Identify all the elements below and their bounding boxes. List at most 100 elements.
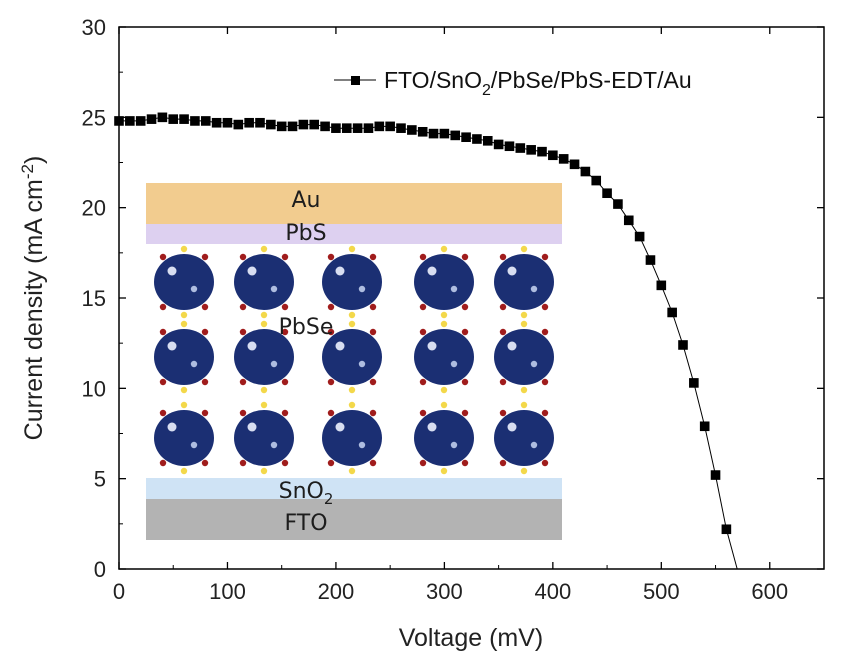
ligand-red	[461, 409, 469, 417]
qd-highlight-small	[270, 360, 278, 368]
data-point	[287, 121, 298, 132]
data-point	[211, 117, 222, 128]
ligand-red	[201, 459, 209, 467]
y-tick-label: 25	[82, 105, 106, 130]
data-point	[623, 215, 634, 226]
qd-highlight	[335, 266, 345, 276]
ligand-red	[369, 378, 377, 386]
qd-highlight	[247, 422, 257, 432]
data-point	[374, 121, 385, 132]
ligand-yellow	[440, 467, 448, 475]
ligand-yellow	[520, 311, 528, 319]
ligand-red	[419, 253, 427, 261]
ligand-yellow	[440, 401, 448, 409]
ligand-red	[499, 459, 507, 467]
ligand-yellow	[348, 311, 356, 319]
qd-highlight-small	[190, 441, 198, 449]
data-point	[439, 128, 450, 139]
data-point	[157, 112, 168, 123]
pbse-quantum-dot	[322, 401, 382, 475]
pbs-layer-label: PbS	[285, 221, 326, 246]
data-point	[352, 123, 363, 133]
data-point	[363, 123, 374, 133]
ligand-red	[159, 459, 167, 467]
ligand-yellow	[440, 320, 448, 328]
data-point	[417, 126, 428, 137]
ligand-yellow	[440, 245, 448, 253]
ligand-yellow	[440, 386, 448, 394]
x-tick-label: 300	[426, 579, 463, 604]
data-point	[450, 130, 461, 141]
ligand-red	[461, 303, 469, 311]
ligand-yellow	[180, 467, 188, 475]
qd-highlight	[507, 266, 517, 276]
data-point	[179, 114, 189, 124]
ligand-yellow	[260, 467, 268, 475]
ligand-red	[327, 303, 335, 311]
data-point	[493, 139, 504, 150]
device-structure-inset: Au PbS PbSe SnO2 FTO	[146, 183, 562, 540]
qd-sphere	[322, 254, 382, 310]
pbse-quantum-dot	[322, 245, 382, 319]
data-point	[656, 280, 667, 291]
data-point	[331, 123, 341, 133]
qd-highlight-small	[450, 285, 458, 293]
series-line	[119, 116, 738, 570]
ligand-yellow	[348, 401, 356, 409]
pbse-quantum-dot	[494, 320, 554, 394]
qd-highlight-small	[190, 285, 198, 293]
ligand-yellow	[348, 467, 356, 475]
data-point	[309, 119, 320, 130]
data-point	[233, 119, 244, 130]
ligand-red	[541, 378, 549, 386]
ligand-yellow	[440, 311, 448, 319]
qd-highlight-small	[358, 285, 366, 293]
ligand-red	[499, 303, 507, 311]
ligand-red	[239, 378, 247, 386]
sno2-layer	[146, 478, 562, 499]
qd-sphere	[154, 329, 214, 385]
pbse-quantum-dot	[414, 320, 474, 394]
data-point	[428, 128, 439, 139]
qd-highlight	[247, 341, 257, 351]
qd-highlight	[167, 422, 177, 432]
ligand-yellow	[520, 386, 528, 394]
y-axis-title: Current density (mA cm-2)	[18, 156, 48, 441]
data-point	[645, 255, 656, 265]
data-point	[298, 119, 309, 130]
data-point	[678, 340, 688, 350]
data-point	[537, 146, 547, 157]
qd-sphere	[414, 329, 474, 385]
data-point	[558, 154, 569, 164]
qd-sphere	[494, 329, 554, 385]
data-point	[515, 143, 526, 153]
qd-highlight	[427, 266, 437, 276]
qd-highlight	[427, 341, 437, 351]
ligand-red	[499, 409, 507, 417]
pbse-quantum-dot	[322, 320, 382, 394]
ligand-yellow	[260, 386, 268, 394]
x-tick-label: 0	[113, 579, 125, 604]
ligand-yellow	[348, 245, 356, 253]
sno2-layer-label: SnO2	[279, 479, 334, 508]
ligand-yellow	[260, 311, 268, 319]
ligand-red	[281, 459, 289, 467]
ligand-yellow	[180, 320, 188, 328]
data-point	[320, 121, 330, 132]
qd-highlight-small	[270, 285, 278, 293]
x-tick-label: 200	[318, 579, 355, 604]
x-tick-label: 500	[643, 579, 680, 604]
ligand-yellow	[348, 386, 356, 394]
pbse-quantum-dot	[414, 245, 474, 319]
qd-sphere	[414, 254, 474, 310]
ligand-red	[281, 303, 289, 311]
ligand-yellow	[260, 401, 268, 409]
ligand-red	[541, 409, 549, 417]
ligand-yellow	[180, 245, 188, 253]
ligand-red	[541, 253, 549, 261]
qd-highlight-small	[530, 285, 538, 293]
data-point	[244, 117, 254, 128]
data-point	[548, 150, 558, 161]
data-point	[699, 421, 710, 432]
